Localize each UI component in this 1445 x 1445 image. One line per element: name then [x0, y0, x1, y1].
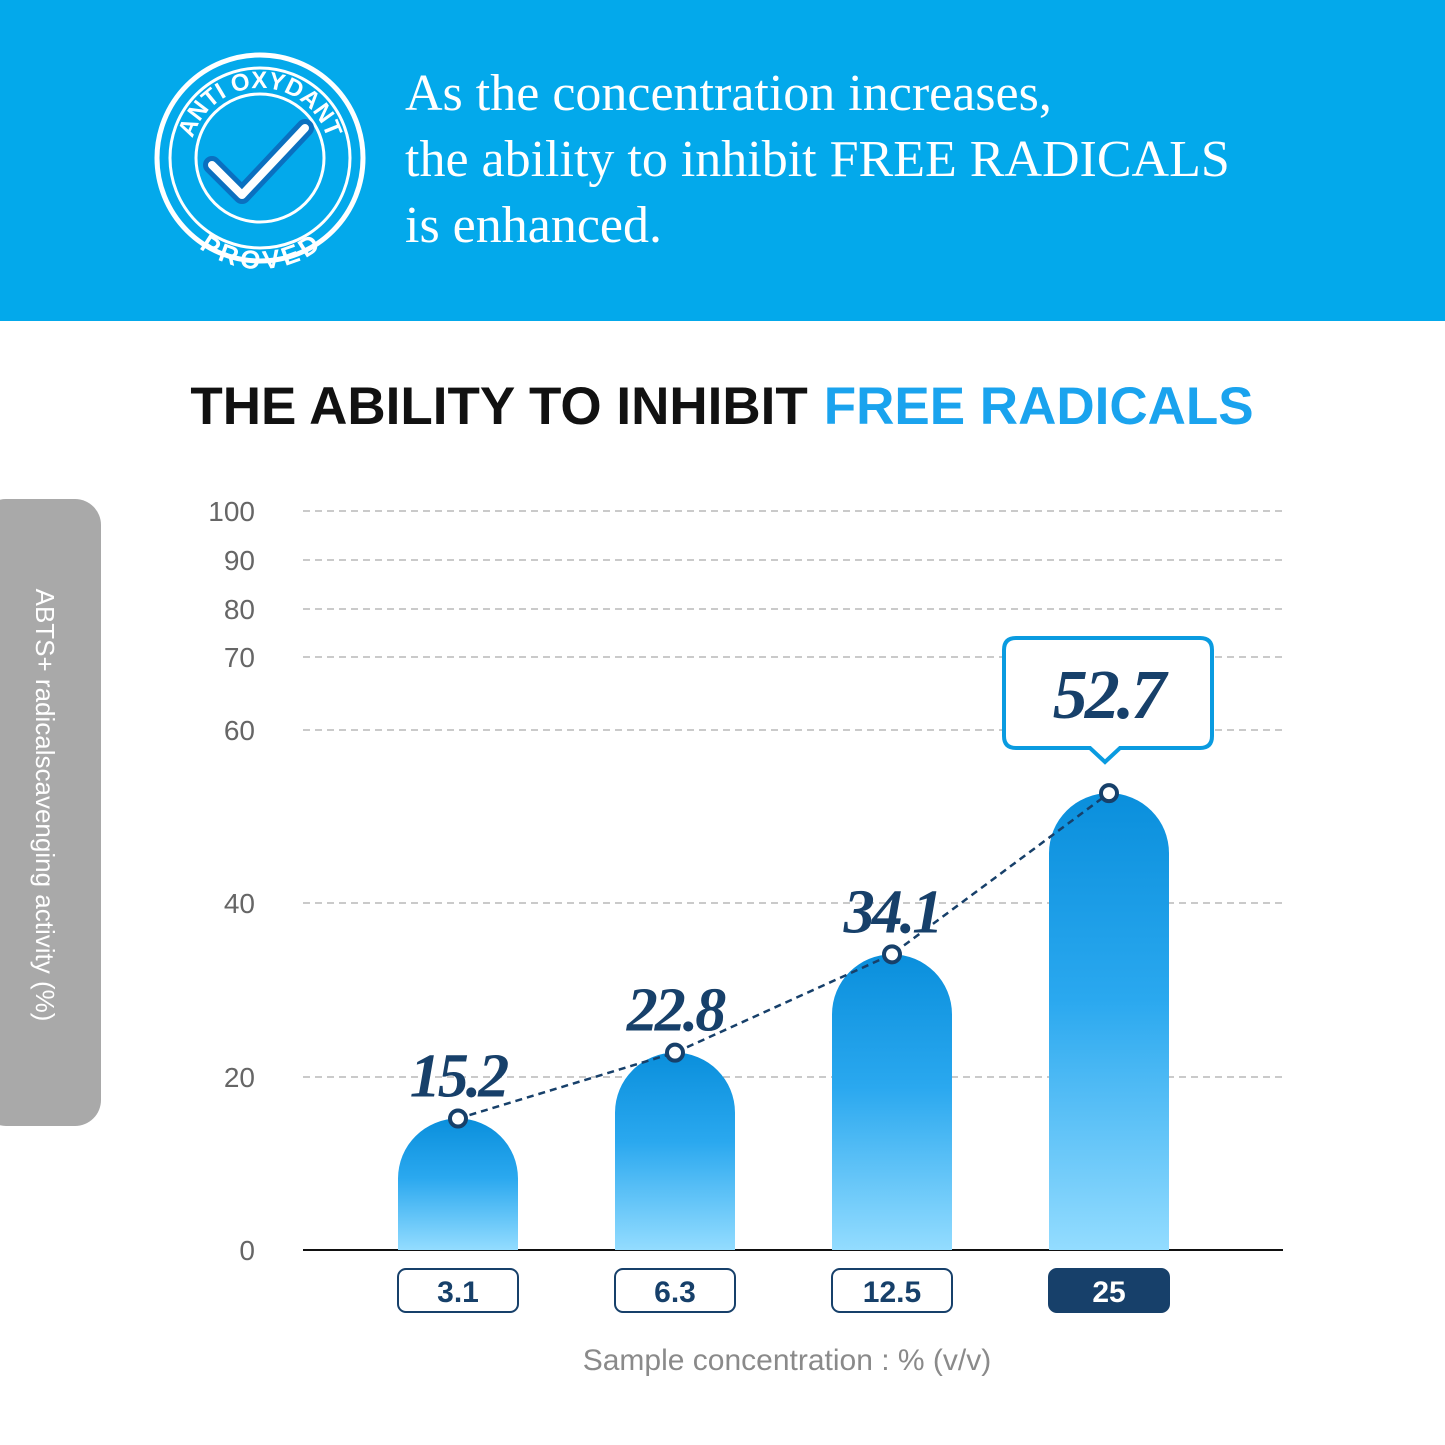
- y-tick-label: 60: [224, 715, 255, 746]
- y-label-panel: [0, 499, 101, 1126]
- title-main: THE ABILITY TO INHIBIT: [190, 377, 807, 436]
- bar: [832, 954, 952, 1250]
- point: [665, 1042, 685, 1063]
- y-tick-label: 70: [224, 642, 255, 673]
- header-line: the ability to inhibit FREE RADICALS: [405, 131, 1230, 188]
- x-tick-label: 25: [1092, 1276, 1125, 1309]
- point: [448, 1108, 468, 1129]
- data-label: 15.2: [410, 1043, 509, 1111]
- y-axis-label: ABTS+ radicalscavenging activity (%): [30, 589, 60, 1022]
- header-band: [0, 0, 1445, 321]
- callout: [1002, 636, 1214, 765]
- category-box: [1048, 1268, 1170, 1313]
- y-tick-label: 100: [208, 496, 255, 527]
- category-box: [831, 1268, 953, 1313]
- x-tick-label: 3.1: [437, 1276, 479, 1309]
- y-tick-label: 0: [239, 1235, 255, 1266]
- data-label: 34.1: [843, 878, 941, 946]
- title-highlight: FREE RADICALS: [824, 377, 1254, 436]
- x-tick-label: 12.5: [863, 1276, 921, 1309]
- category-box: [397, 1268, 519, 1313]
- x-axis-label: Sample concentration : % (v/v): [583, 1344, 992, 1377]
- y-tick-label: 90: [224, 545, 255, 576]
- y-tick-label: 20: [224, 1062, 255, 1093]
- bar: [398, 1118, 519, 1250]
- bar: [615, 1052, 735, 1250]
- point: [1099, 783, 1119, 804]
- data-label: 52.7: [1053, 657, 1170, 734]
- x-tick-label: 6.3: [654, 1276, 696, 1309]
- point: [882, 944, 902, 965]
- chart-title: THE ABILITY TO INHIBIT FREE RADICALS: [190, 377, 1253, 436]
- header-line: As the concentration increases,: [405, 65, 1052, 122]
- bar: [1049, 793, 1169, 1250]
- header-line: is enhanced.: [405, 197, 662, 254]
- data-label: 22.8: [626, 977, 727, 1045]
- y-tick-label: 40: [224, 888, 255, 919]
- trend-line: [457, 792, 1110, 1120]
- y-tick-label: 80: [224, 594, 255, 625]
- category-box: [614, 1268, 736, 1313]
